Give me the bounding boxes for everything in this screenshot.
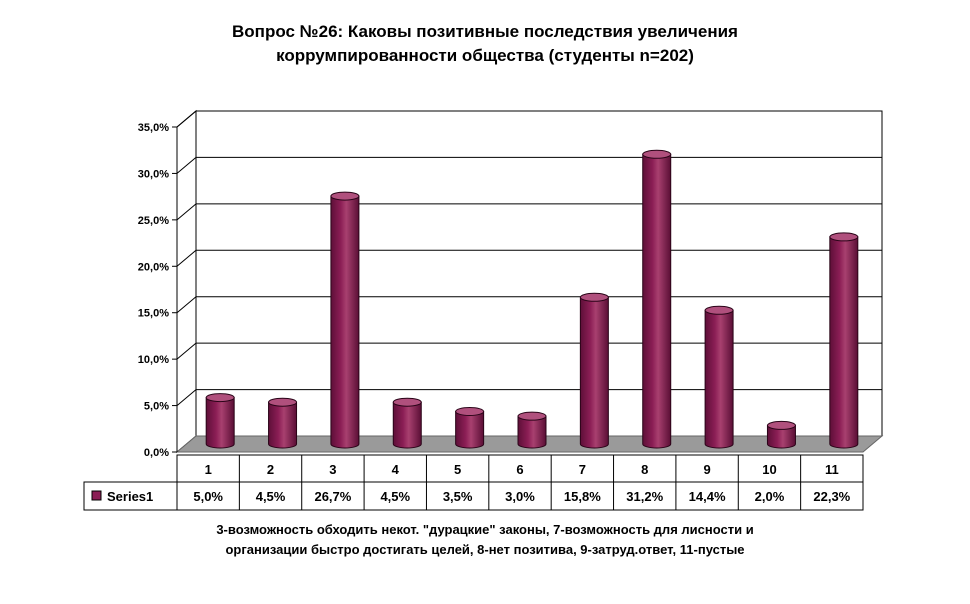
data-label: 15,8%	[564, 489, 601, 504]
data-label: 22,3%	[813, 489, 850, 504]
gridline-side	[176, 342, 197, 360]
bar	[268, 401, 298, 449]
x-category-label: 11	[825, 462, 839, 477]
data-label: 4,5%	[256, 489, 286, 504]
chart-title: Вопрос №26: Каковы позитивные последстви…	[0, 20, 970, 68]
chart-title-line-1: Вопрос №26: Каковы позитивные последстви…	[232, 22, 738, 41]
x-category-label: 1	[205, 462, 212, 477]
data-label: 2,0%	[755, 489, 785, 504]
footnote-line-2: организации быстро достигать целей, 8-не…	[225, 542, 745, 557]
bar-top	[392, 397, 422, 407]
chart-title-line-2: коррумпированности общества (студенты n=…	[276, 46, 694, 65]
bar-top	[517, 411, 547, 421]
gridline-side	[176, 203, 197, 221]
bar-top	[455, 407, 485, 416]
footnote-line-1: 3-возможность обходить некот. "дурацкие"…	[216, 522, 754, 537]
bar-top	[330, 191, 360, 201]
x-category-label: 5	[454, 462, 461, 477]
table-value-row	[83, 481, 864, 511]
bar-top	[766, 420, 796, 430]
y-tick-label: 20,0%	[138, 261, 169, 273]
gridline-side	[176, 389, 197, 406]
bar	[392, 401, 422, 449]
bar-top	[205, 393, 235, 403]
bar	[579, 296, 609, 449]
gridline-side	[176, 249, 197, 267]
x-category-label: 2	[267, 462, 274, 477]
data-label: 26,7%	[314, 489, 351, 504]
data-label: 31,2%	[626, 489, 663, 504]
gridline-side	[176, 296, 197, 314]
y-tick-label: 30,0%	[138, 168, 169, 180]
bar	[330, 195, 360, 449]
y-tick-label: 35,0%	[138, 122, 169, 134]
data-label: 14,4%	[689, 489, 726, 504]
x-category-label: 8	[641, 462, 648, 477]
y-tick-label: 5,0%	[144, 401, 169, 413]
bar	[704, 309, 734, 449]
y-tick-label: 25,0%	[138, 215, 169, 227]
legend-swatch	[91, 490, 102, 501]
gridline-side	[176, 157, 197, 174]
gridline-side	[176, 110, 197, 128]
data-label: 4,5%	[380, 489, 410, 504]
bar	[642, 153, 672, 449]
bar-top	[642, 149, 672, 159]
bar	[766, 424, 796, 449]
x-category-label: 4	[392, 462, 400, 477]
legend-label: Series1	[107, 489, 153, 504]
bar-top	[829, 232, 859, 242]
bar	[829, 236, 859, 449]
data-label: 3,0%	[505, 489, 535, 504]
chart-footnote: 3-возможность обходить некот. "дурацкие"…	[140, 520, 830, 560]
bar-top	[579, 292, 609, 302]
bar	[205, 397, 235, 449]
plot-side-wall	[176, 109, 197, 454]
y-tick-label: 0,0%	[144, 447, 169, 459]
x-category-label: 10	[762, 462, 776, 477]
y-tick-label: 10,0%	[138, 354, 169, 366]
bar	[455, 411, 485, 449]
plot-back-wall	[195, 110, 883, 437]
x-category-label: 7	[579, 462, 586, 477]
x-category-label: 6	[516, 462, 523, 477]
x-category-label: 3	[329, 462, 336, 477]
data-label: 5,0%	[193, 489, 223, 504]
x-category-label: 9	[703, 462, 710, 477]
bar	[517, 415, 547, 449]
data-label: 3,5%	[443, 489, 473, 504]
bar-top	[704, 305, 734, 315]
y-tick-label: 15,0%	[138, 308, 169, 320]
bar-top	[268, 397, 298, 407]
